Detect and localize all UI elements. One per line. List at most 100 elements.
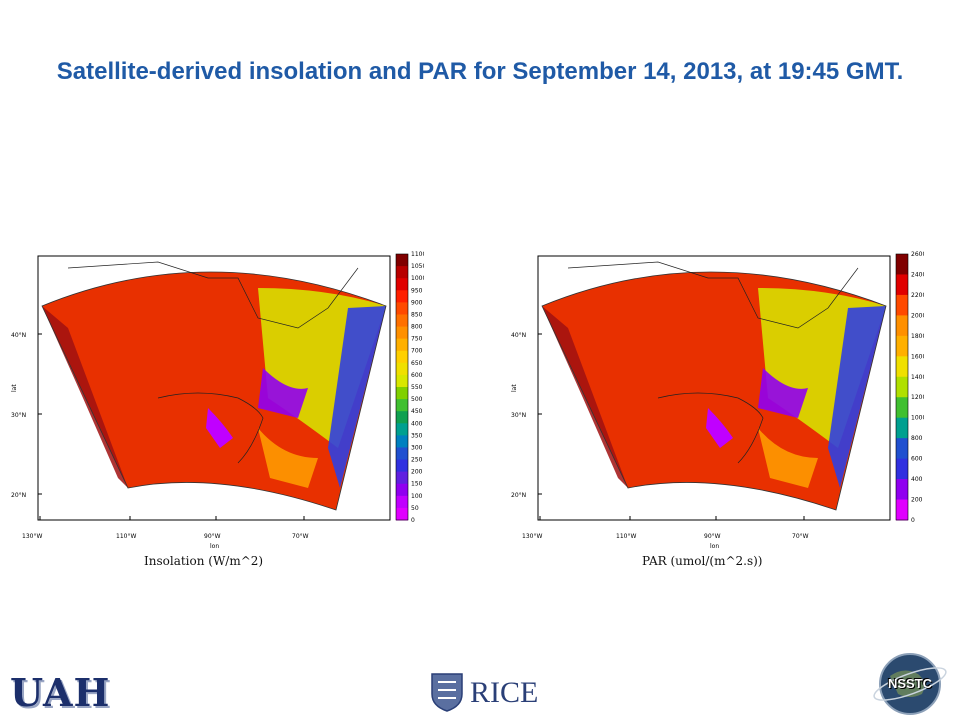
- colorbar-segment: [396, 350, 408, 364]
- colorbar-label: 1050: [411, 263, 424, 270]
- colorbar-label: 750: [411, 336, 423, 343]
- cloud-region-south: [206, 408, 233, 448]
- colorbar-segment: [396, 326, 408, 340]
- par-map: 40°N 30°N 20°N 130°W 110°W 90°W 70°W lon…: [511, 251, 924, 550]
- map-domain-outline: [541, 271, 887, 511]
- colorbar-label: 450: [411, 408, 423, 415]
- colorbar-segment: [396, 447, 408, 461]
- colorbar-label: 0: [911, 517, 915, 524]
- lat-tick-label: 40°N: [511, 332, 526, 339]
- lon-tick-label: 90°W: [204, 533, 221, 540]
- colorbar-segment: [896, 254, 908, 275]
- colorbar-label: 100: [411, 493, 423, 500]
- colorbar-label: 50: [411, 505, 419, 512]
- colorbar-segment: [896, 315, 908, 337]
- colorbar-label: 2200: [911, 292, 924, 299]
- nsstc-logo-text: NSSTC: [887, 676, 933, 691]
- colorbar-segment: [396, 483, 408, 497]
- colorbar-label: 950: [411, 287, 423, 294]
- colorbar-label: 200: [411, 469, 423, 476]
- lat-tick-label: 20°N: [11, 492, 26, 499]
- colorbar-label: 650: [411, 360, 423, 367]
- colorbar-label: 700: [411, 348, 423, 355]
- x-axis-label: lon: [710, 543, 719, 550]
- colorbar-segment: [396, 495, 408, 509]
- colorbar-segment: [896, 499, 908, 521]
- colorbar-segment: [896, 438, 908, 460]
- colorbar-label: 1100: [411, 251, 424, 258]
- colorbar-segment: [396, 411, 408, 424]
- colorbar-label: 550: [411, 384, 423, 391]
- orange-region: [258, 428, 318, 488]
- lon-tick-label: 130°W: [22, 533, 42, 540]
- colorbar-segment: [396, 374, 408, 388]
- colorbar-label: 1200: [911, 394, 924, 401]
- rice-logo-text: RICE: [470, 676, 539, 709]
- colorbar-segment: [396, 266, 408, 279]
- lon-tick-label: 130°W: [522, 533, 542, 540]
- colorbar-segment: [396, 254, 408, 267]
- colorbar-label: 1000: [411, 275, 424, 282]
- colorbar-segment: [896, 356, 908, 378]
- lat-tick-label: 40°N: [11, 332, 26, 339]
- colorbar-label: 400: [911, 476, 923, 483]
- colorbar-label: 800: [911, 435, 923, 442]
- colorbar-segment: [396, 362, 408, 376]
- cloud-region-east: [328, 306, 386, 488]
- colorbar-label: 600: [411, 372, 423, 379]
- colorbar-label: 1400: [911, 374, 924, 381]
- coastline: [67, 261, 359, 329]
- colorbar-segment: [396, 314, 408, 328]
- colorbar-segment: [896, 397, 908, 419]
- colorbar-segment: [396, 423, 408, 436]
- colorbar-label: 2600: [911, 251, 924, 258]
- colorbar-label: 600: [911, 456, 923, 463]
- orange-region: [758, 428, 818, 488]
- colorbar-label: 1000: [911, 415, 924, 422]
- coastline: [567, 261, 859, 329]
- lat-tick-label: 20°N: [511, 492, 526, 499]
- globe-icon: [873, 653, 947, 715]
- colorbar-label: 1800: [911, 333, 924, 340]
- colorbar-segment: [396, 290, 408, 303]
- colorbar-label: 500: [411, 396, 423, 403]
- lon-tick-label: 70°W: [792, 533, 809, 540]
- nsstc-logo: NSSTC: [870, 648, 950, 718]
- lon-tick-label: 110°W: [616, 533, 636, 540]
- colorbar-segment: [896, 458, 908, 480]
- rice-logo: RICE: [430, 670, 550, 714]
- colorbar-label: 200: [911, 497, 923, 504]
- lon-tick-label: 70°W: [292, 533, 309, 540]
- par-caption: PAR (umol/(m^2.s)): [642, 554, 763, 568]
- colorbar-segment: [896, 274, 908, 296]
- insolation-caption: Insolation (W/m^2): [144, 554, 264, 568]
- slide-title: Satellite-derived insolation and PAR for…: [56, 58, 904, 85]
- colorbar-label: 300: [411, 444, 423, 451]
- colorbar-segment: [896, 479, 908, 501]
- cloud-region-gulf: [258, 368, 308, 418]
- colorbar-segment: [896, 294, 908, 316]
- cloud-region-south: [706, 408, 733, 448]
- colorbar-label: 0: [411, 517, 415, 524]
- colorbar-label: 2400: [911, 271, 924, 278]
- colorbar-segment: [396, 338, 408, 352]
- insolation-colorbar: 1100105010009509008508007507006506005505…: [395, 251, 424, 524]
- lon-tick-label: 110°W: [116, 533, 136, 540]
- uah-logo: UAH: [10, 668, 132, 715]
- gulf-coastline: [657, 392, 764, 464]
- colorbar-segment: [396, 471, 408, 485]
- cloud-region-east: [828, 306, 886, 488]
- colorbar-segment: [396, 278, 408, 291]
- colorbar-label: 400: [411, 420, 423, 427]
- lon-tick-label: 90°W: [704, 533, 721, 540]
- colorbar-frame: [395, 253, 409, 521]
- cloud-region-gulf: [758, 368, 808, 418]
- colorbar-segment: [896, 335, 908, 357]
- y-axis-label: lat: [511, 384, 518, 392]
- lat-tick-label: 30°N: [511, 412, 526, 419]
- colorbar-frame: [895, 253, 909, 521]
- colorbar-segment: [896, 376, 908, 398]
- colorbar-segment: [396, 387, 408, 400]
- colorbar-label: 350: [411, 432, 423, 439]
